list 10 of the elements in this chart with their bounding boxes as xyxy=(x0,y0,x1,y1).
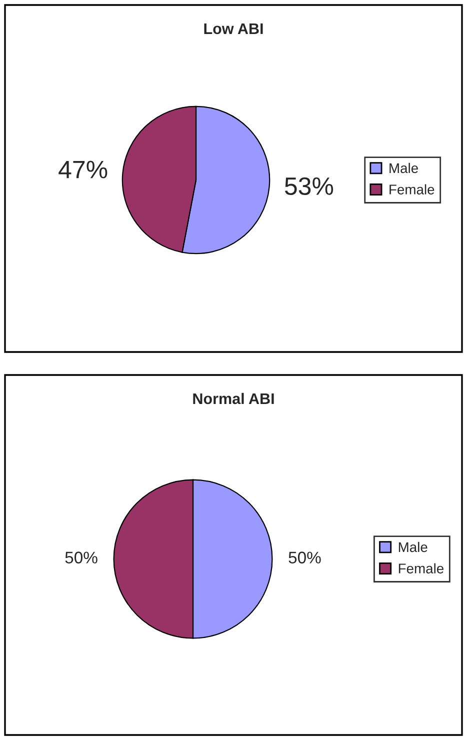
legend-label: Male xyxy=(390,162,418,174)
data-label: 47% xyxy=(58,160,108,178)
chart-title: Normal ABI xyxy=(193,392,274,404)
chart-title: Low ABI xyxy=(204,23,263,34)
data-label: 50% xyxy=(288,552,321,564)
legend-label: Male xyxy=(398,542,428,552)
legend-label: Female xyxy=(390,184,434,194)
data-label: 53% xyxy=(284,177,334,196)
legend-label: Female xyxy=(398,563,444,574)
data-label: 50% xyxy=(65,552,98,564)
